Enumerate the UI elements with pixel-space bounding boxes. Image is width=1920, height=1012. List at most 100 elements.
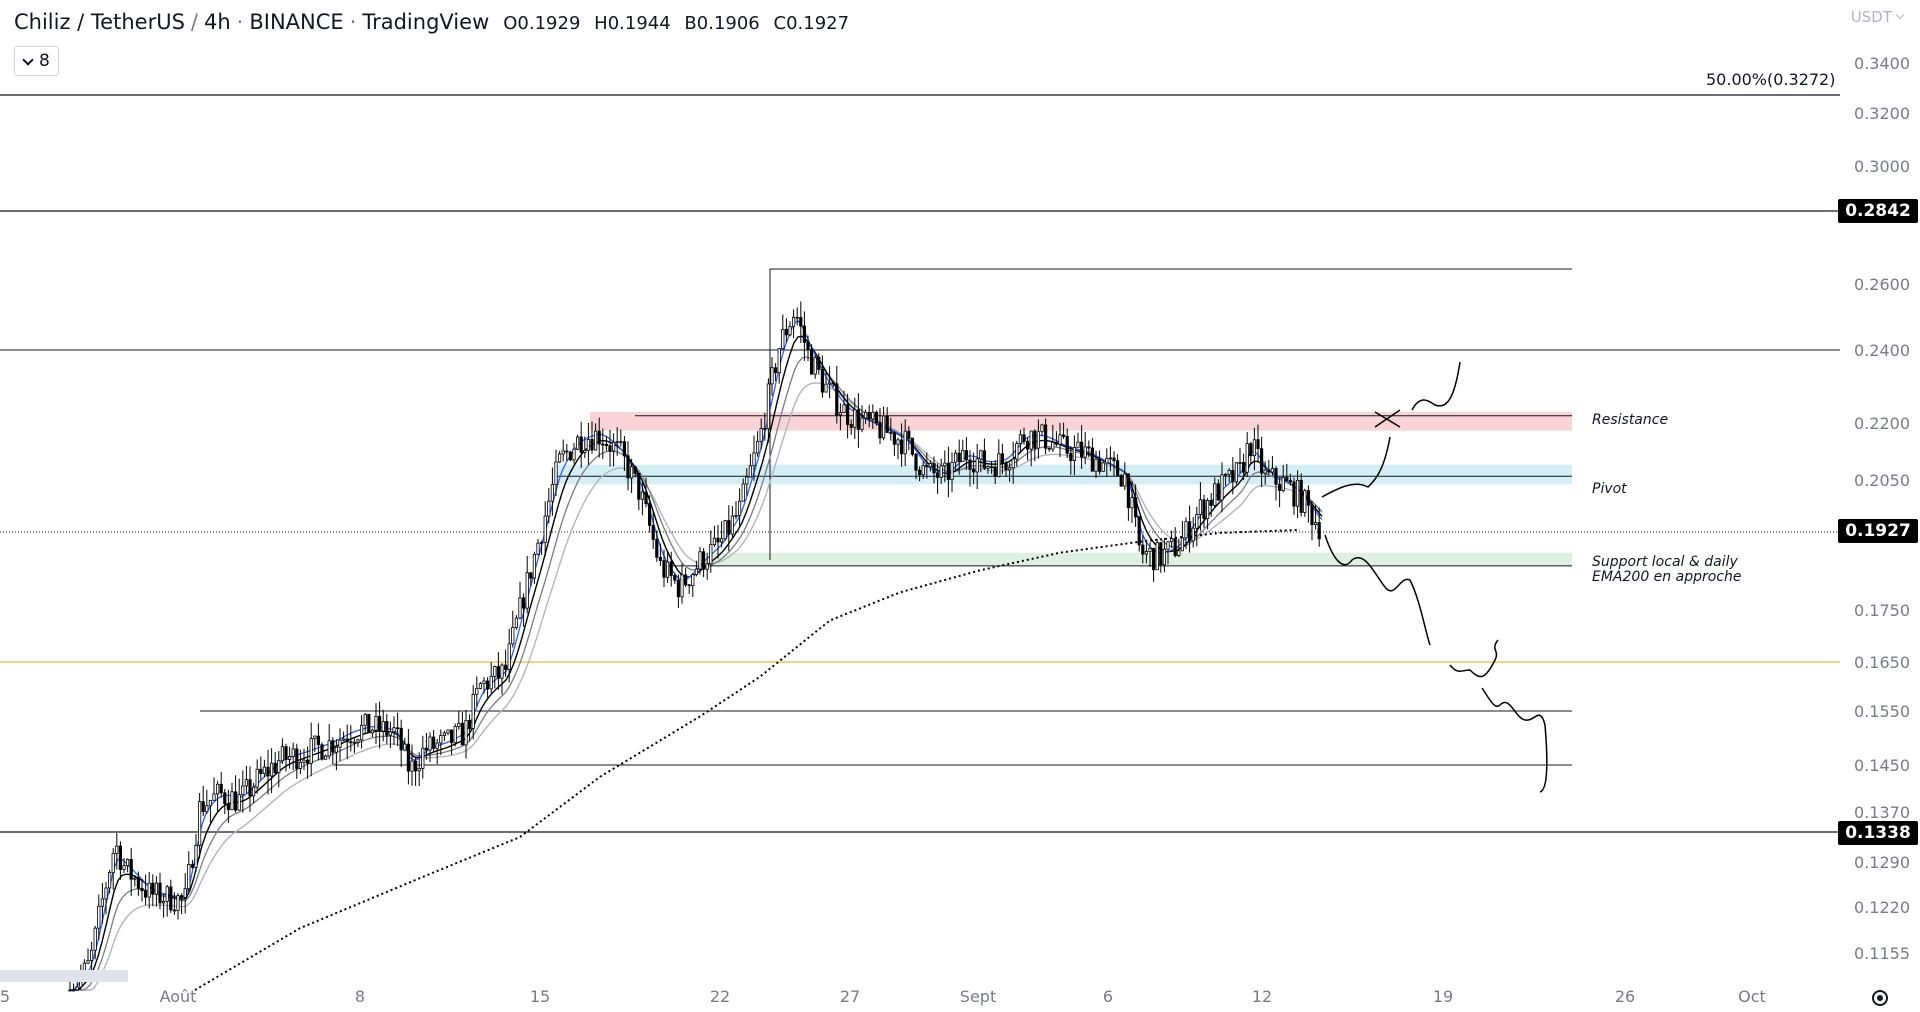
separator-dot: · — [349, 10, 357, 34]
candle-body — [115, 845, 119, 854]
candle — [129, 847, 133, 896]
candle-body — [727, 520, 731, 535]
price-axis-label: 0.1155 — [1854, 944, 1910, 963]
candle — [403, 737, 407, 752]
candle — [161, 894, 166, 918]
interval[interactable]: 4h — [203, 10, 231, 34]
candle — [648, 495, 652, 533]
candle-body — [320, 744, 324, 760]
candle — [990, 461, 994, 474]
candle — [741, 478, 745, 502]
pivot-label: Pivot — [1592, 481, 1627, 497]
candle — [676, 574, 681, 608]
candle-body — [287, 756, 292, 760]
candle — [705, 552, 709, 580]
candle — [788, 321, 792, 337]
candle-body — [1256, 439, 1260, 450]
candle — [712, 525, 717, 547]
candle-body — [111, 852, 115, 873]
separator: / — [190, 10, 198, 34]
candle-body — [626, 455, 630, 479]
symbol-name[interactable]: Chiliz / TetherUS — [14, 10, 185, 34]
candle — [72, 983, 76, 992]
candle — [1198, 482, 1202, 531]
gear-icon[interactable] — [1872, 990, 1888, 1006]
candle-body — [856, 409, 861, 430]
candle-body — [932, 463, 936, 474]
candle — [1180, 521, 1184, 552]
candle-body — [439, 735, 443, 744]
candle — [673, 572, 677, 584]
candle-body — [1180, 537, 1184, 552]
candle-body — [428, 736, 432, 751]
candle-body — [316, 735, 321, 746]
indicators-toggle-button[interactable]: 8 — [14, 46, 59, 76]
candle — [1144, 539, 1148, 564]
candle-body — [248, 779, 252, 797]
candle — [395, 712, 400, 746]
candle — [1155, 538, 1159, 571]
candle — [644, 477, 648, 508]
candle-body — [846, 404, 850, 425]
candle-body — [561, 450, 565, 455]
candle-body — [928, 463, 933, 468]
candle — [1281, 464, 1285, 493]
candle — [1044, 418, 1048, 455]
candle-body — [1234, 462, 1238, 483]
candle — [810, 344, 814, 375]
candle-body — [939, 465, 943, 478]
candle — [302, 748, 306, 771]
candle-body — [219, 783, 223, 794]
candle-body — [500, 664, 504, 679]
candle-body — [1148, 547, 1152, 552]
candle — [485, 677, 490, 700]
candle — [190, 859, 194, 869]
candle — [806, 335, 810, 362]
candle-body — [1299, 480, 1303, 513]
candle-body — [1130, 497, 1134, 509]
candle — [1029, 430, 1033, 467]
candle-body — [226, 803, 230, 811]
candle — [349, 725, 353, 752]
candle-body — [957, 452, 961, 463]
candle-body — [284, 746, 288, 760]
candle — [1314, 504, 1318, 530]
candle-body — [392, 727, 396, 733]
candle — [691, 572, 695, 597]
candle-body — [687, 584, 691, 587]
chevron-down-icon — [23, 56, 33, 66]
candle — [871, 404, 875, 429]
candle-body — [871, 411, 875, 420]
candle — [140, 878, 144, 902]
candle — [230, 782, 234, 811]
currency-selector[interactable]: USDT — [1851, 8, 1906, 26]
candle — [846, 393, 850, 439]
candle-body — [752, 452, 756, 467]
candle-body — [651, 524, 655, 540]
time-axis: 5 Août 8 15 22 27 Sept 6 12 19 26 Oct — [0, 970, 1766, 1006]
candle-body — [341, 738, 346, 741]
candle-body — [889, 432, 893, 434]
candle-body — [655, 538, 659, 558]
candle — [576, 434, 580, 451]
candle — [626, 441, 630, 491]
candle — [831, 381, 835, 388]
candle — [612, 433, 616, 467]
time-axis-label: 6 — [1103, 987, 1113, 1006]
candle-body — [435, 742, 439, 749]
candle — [413, 756, 418, 786]
candle — [237, 778, 241, 811]
candle — [669, 551, 673, 587]
candle-body — [133, 877, 137, 880]
candle-body — [374, 715, 378, 731]
candle — [1011, 441, 1015, 484]
candle-body — [540, 541, 544, 544]
candle — [1152, 547, 1156, 582]
candle-body — [1033, 430, 1037, 449]
candle-body — [413, 760, 418, 772]
projection-up-path — [1321, 436, 1391, 498]
candle — [341, 731, 346, 742]
candle-body — [914, 453, 918, 471]
candle — [1263, 461, 1267, 485]
